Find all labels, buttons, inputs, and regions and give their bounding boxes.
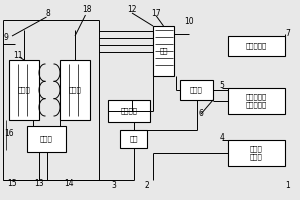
Bar (228, 36, 285, 56)
Text: 10: 10 (184, 18, 194, 26)
Text: 儲蒙电池: 儲蒙电池 (121, 108, 137, 114)
Text: 11: 11 (13, 51, 23, 60)
Text: 14: 14 (64, 180, 74, 188)
Bar (120, 130, 147, 148)
Text: 12: 12 (127, 5, 137, 15)
Text: 15: 15 (7, 180, 17, 188)
Bar (108, 100, 150, 122)
Text: 18: 18 (82, 5, 92, 15)
Text: 5: 5 (220, 81, 224, 90)
Text: 风机: 风机 (159, 48, 168, 54)
Text: 6: 6 (199, 109, 203, 118)
Text: 温度传感器
湿度传感器: 温度传感器 湿度传感器 (246, 94, 267, 108)
Text: 单片机: 单片机 (190, 87, 203, 93)
Text: 7: 7 (286, 29, 290, 38)
Text: 2: 2 (145, 182, 149, 190)
Text: 16: 16 (4, 130, 14, 139)
Bar (153, 26, 174, 76)
Bar (27, 126, 66, 152)
Text: 太阳能
电池板: 太阳能 电池板 (250, 146, 263, 160)
Text: 9: 9 (4, 33, 8, 43)
Bar (60, 60, 90, 120)
Text: 4: 4 (220, 134, 224, 142)
Text: 制冷片: 制冷片 (69, 87, 81, 93)
Text: 制冷片: 制冷片 (18, 87, 30, 93)
Text: 集水筱: 集水筱 (40, 136, 53, 142)
Text: 1: 1 (286, 182, 290, 190)
Text: 8: 8 (46, 9, 50, 19)
Text: 13: 13 (34, 180, 44, 188)
Text: 提示和显示: 提示和显示 (246, 43, 267, 49)
Bar (180, 80, 213, 100)
Bar (228, 88, 285, 114)
Bar (228, 140, 285, 166)
Text: 开关: 开关 (129, 136, 138, 142)
Text: 3: 3 (112, 182, 116, 190)
Bar (9, 60, 39, 120)
Text: 17: 17 (151, 9, 161, 19)
